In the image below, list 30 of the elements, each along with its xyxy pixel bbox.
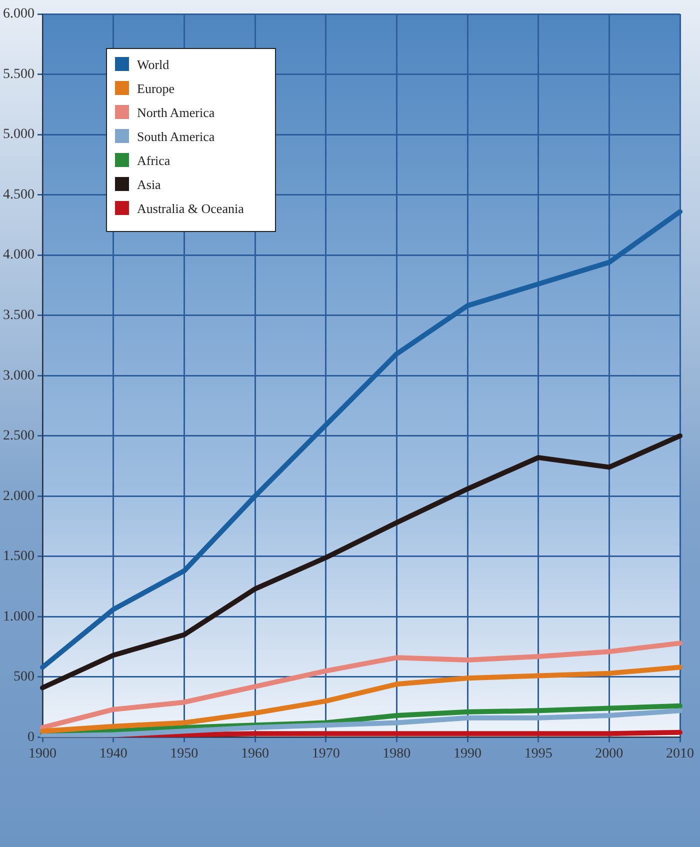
y-tick-label: 3.500 (3, 308, 34, 324)
y-tick-label: 1.500 (3, 549, 34, 564)
x-tick-label: 1990 (454, 746, 482, 762)
legend-label: Europe (137, 81, 175, 97)
legend-label: South America (137, 129, 215, 145)
y-tick-label: 500 (14, 670, 34, 685)
x-tick-label: 1970 (312, 746, 340, 762)
x-tick-label: 1995 (524, 746, 552, 762)
legend-label: Asia (137, 177, 161, 193)
y-tick-label: 3.000 (3, 368, 34, 384)
x-tick-label: 1900 (28, 746, 56, 762)
x-tick-label: 1940 (99, 746, 128, 762)
y-tick-label: 0 (28, 730, 34, 745)
y-tick-label: 1.000 (3, 609, 34, 624)
y-tick-label: 2.000 (3, 488, 34, 504)
y-tick-label: 6.000 (3, 6, 34, 22)
y-tick-label: 5.000 (3, 127, 34, 142)
y-tick-label: 4.000 (3, 248, 34, 263)
y-tick-label: 4.500 (3, 187, 34, 202)
x-tick-label: 1950 (170, 746, 198, 762)
legend-label: North America (137, 105, 215, 121)
x-tick-label: 2000 (595, 746, 624, 762)
legend-label: Africa (137, 153, 170, 169)
legend-label: World (137, 57, 170, 73)
x-tick-label: 1980 (382, 746, 411, 762)
legend-label: Australia & Oceania (137, 201, 244, 217)
x-tick-label: 2010 (666, 746, 694, 762)
y-tick-label: 2.500 (3, 428, 34, 444)
y-tick-label: 5.500 (3, 66, 34, 82)
x-tick-label: 1960 (241, 746, 269, 762)
